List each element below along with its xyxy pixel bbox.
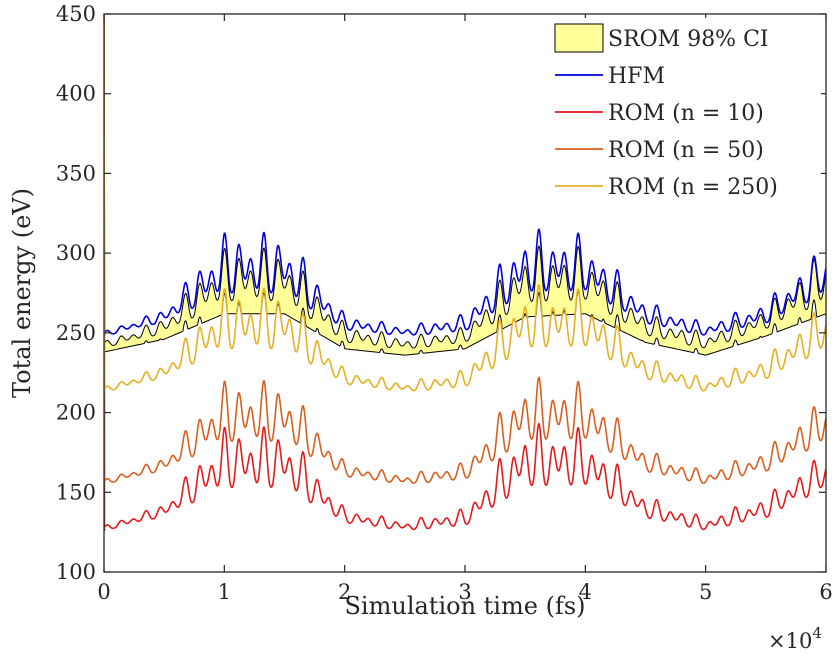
y-tick-label: 250 [56, 321, 96, 345]
legend-item-srom: SROM 98% CI [554, 23, 769, 53]
legend: SROM 98% CI HFM ROM (n = 10) ROM (n = 50) RO… [551, 18, 821, 208]
y-tick-label: 150 [56, 480, 96, 504]
rom-n10-line [104, 14, 826, 532]
x-multiplier-exponent: 4 [812, 624, 822, 642]
y-tick-label: 100 [56, 560, 96, 584]
rom-n250-line [104, 14, 826, 393]
x-tick-label: 0 [97, 580, 110, 604]
x-axis-multiplier: ×104 [768, 624, 822, 653]
hfm-line [104, 14, 826, 337]
legend-item-rom-n10: ROM (n = 10) [555, 101, 764, 126]
axis-tick-labels: 0 1 2 3 4 5 6 100 150 200 250 300 350 400 450 [56, 2, 833, 604]
legend-item-rom-n50: ROM (n = 50) [555, 138, 764, 163]
legend-swatch [554, 23, 604, 53]
x-tick-label: 2 [338, 580, 351, 604]
legend-item-rom-n250: ROM (n = 250) [555, 175, 778, 200]
x-axis-title: Simulation time (fs) [344, 592, 585, 620]
y-tick-label: 450 [56, 2, 96, 26]
series-layer [104, 14, 826, 532]
srom-ci-upper-edge [104, 245, 826, 349]
legend-label: HFM [608, 64, 665, 89]
svg-text:×104: ×104 [768, 624, 822, 653]
y-tick-label: 200 [56, 401, 96, 425]
x-tick-label: 6 [819, 580, 832, 604]
y-tick-label: 300 [56, 241, 96, 265]
legend-label: ROM (n = 50) [608, 138, 764, 163]
legend-label: ROM (n = 250) [608, 175, 778, 200]
legend-label: SROM 98% CI [608, 27, 769, 52]
x-tick-label: 3 [458, 580, 471, 604]
x-tick-label: 1 [218, 580, 231, 604]
y-tick-label: 350 [56, 161, 96, 185]
rom-n50-line [104, 14, 826, 486]
x-tick-label: 5 [699, 580, 712, 604]
legend-label: ROM (n = 10) [608, 101, 764, 126]
axis-ticks [103, 13, 827, 573]
x-tick-label: 4 [579, 580, 592, 604]
legend-item-hfm: HFM [555, 64, 665, 89]
y-tick-label: 400 [56, 82, 96, 106]
x-multiplier-base: ×10 [768, 629, 812, 653]
y-axis-title: Total energy (eV) [8, 188, 36, 398]
